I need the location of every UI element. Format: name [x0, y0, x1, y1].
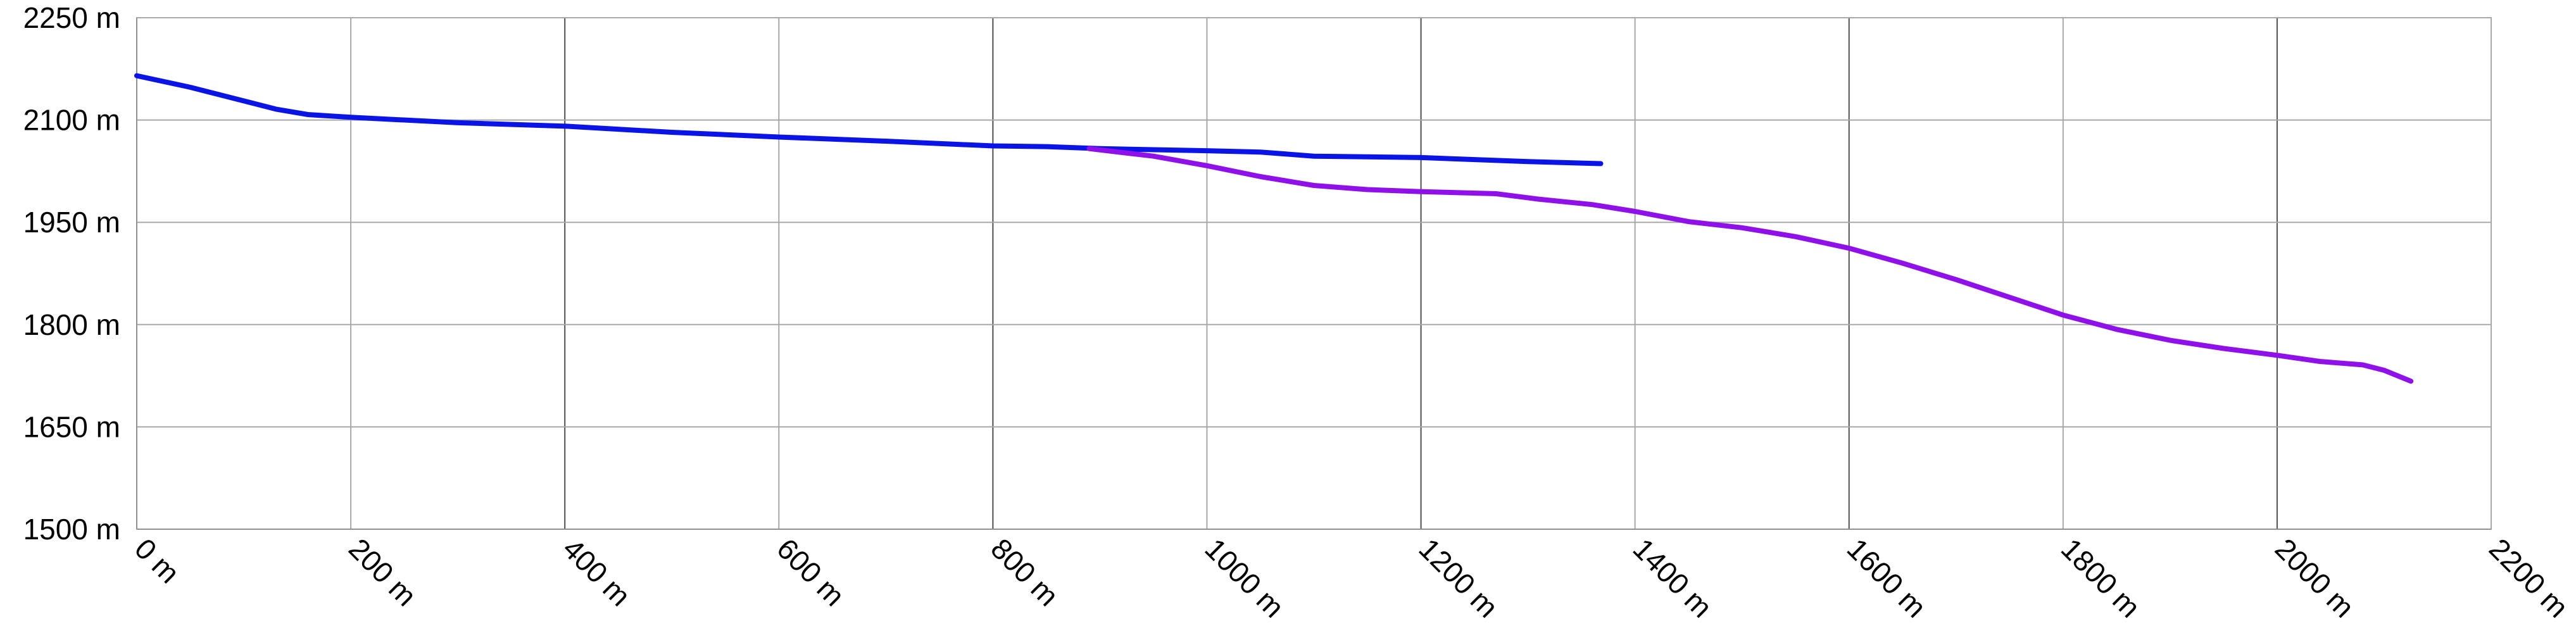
x-tick-label: 1200 m — [1412, 532, 1504, 624]
x-tick-label: 1600 m — [1841, 532, 1933, 624]
plot-frame — [136, 17, 2492, 530]
y-tick-label: 2250 m — [23, 1, 120, 34]
series-layer — [134, 73, 2414, 384]
y-tick-label: 1500 m — [23, 513, 120, 546]
series-line-2 — [1086, 146, 2414, 384]
x-tick-label: 200 m — [342, 532, 423, 612]
grid-layer — [136, 17, 2492, 530]
x-tick-label: 0 m — [129, 532, 186, 589]
x-tick-label: 800 m — [984, 532, 1065, 612]
x-tick-label: 1000 m — [1198, 532, 1290, 624]
x-tick-label: 600 m — [770, 532, 851, 612]
y-tick-label: 1650 m — [23, 410, 120, 443]
x-tick-label: 400 m — [556, 532, 637, 612]
x-tick-label: 2000 m — [2269, 532, 2361, 624]
series-line-1 — [134, 73, 1604, 166]
y-tick-label: 1800 m — [23, 308, 120, 341]
y-tick-label: 2100 m — [23, 104, 120, 137]
x-tick-label: 1800 m — [2055, 532, 2147, 624]
tick-label-layer: 0 m 200 m 400 m 600 m 800 m 1000 m 1200 m 1400 … — [23, 1, 2575, 624]
y-tick-label: 1950 m — [23, 206, 120, 239]
x-tick-label: 2200 m — [2483, 532, 2575, 624]
x-tick-label: 1400 m — [1627, 532, 1719, 624]
